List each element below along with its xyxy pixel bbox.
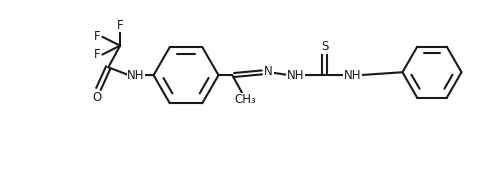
Text: NH: NH [343,69,361,82]
Text: F: F [94,48,101,61]
Text: O: O [93,91,102,104]
Text: CH₃: CH₃ [234,93,256,106]
Text: F: F [117,19,123,31]
Text: F: F [94,30,101,43]
Text: S: S [321,40,329,53]
Text: N: N [264,65,273,78]
Text: NH: NH [286,69,304,82]
Text: NH: NH [127,69,145,82]
